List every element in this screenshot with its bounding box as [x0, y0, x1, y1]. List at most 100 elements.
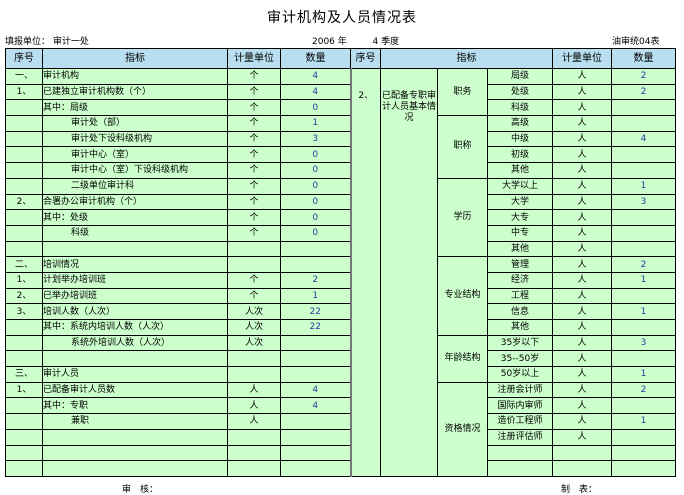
row-seq: [5, 444, 43, 462]
row-seq: [5, 350, 43, 368]
group-label: 年龄结构: [437, 334, 488, 383]
quarter: 4: [372, 37, 379, 47]
item-quantity: 2: [611, 256, 676, 273]
row-indicator: 已配备审计人员数: [42, 381, 228, 399]
item-quantity: [611, 460, 676, 477]
row-quantity: [280, 413, 351, 430]
row-quantity: 0: [280, 177, 351, 195]
row-quantity: 0: [280, 224, 351, 242]
table-row: 审计中心（室）下设科级机构个 0 其他人: [5, 162, 676, 179]
row-indicator: 二级单位审计科: [42, 177, 228, 195]
year-label: 年: [337, 37, 347, 47]
header-quantity-right: 数量: [611, 48, 676, 69]
item-unit: 人: [552, 413, 612, 430]
row-unit: 个: [227, 224, 281, 242]
row-quantity: [280, 428, 351, 446]
row-seq: 2、: [5, 193, 43, 211]
row-seq: 三、: [5, 366, 43, 383]
item-label: 注册评估师: [487, 428, 553, 446]
item-quantity: [611, 287, 676, 305]
row-seq: [5, 224, 43, 242]
item-unit: 人: [552, 130, 612, 148]
item-unit: 人: [552, 319, 612, 336]
row-seq: [5, 209, 43, 226]
row-seq: [5, 115, 43, 132]
item-unit: 人: [552, 240, 612, 258]
reporting-unit: 填报单位： 审计一处: [5, 34, 89, 47]
row-seq: [5, 397, 43, 415]
reporting-unit-label: 填报单位：: [5, 37, 51, 47]
item-label: 高级: [487, 115, 553, 132]
item-quantity: [611, 209, 676, 226]
header-unit: 计量单位: [227, 48, 281, 69]
table-row: 其中：系统内培训人数（人次） 人次 22 其他人: [5, 319, 676, 336]
item-label: 中级: [487, 130, 553, 148]
item-label: 工程: [487, 287, 553, 305]
item-quantity: 2: [611, 68, 676, 85]
row-indicator: 审计处下设科级机构: [42, 130, 228, 148]
row-indicator: 已建独立审计机构数（个）: [42, 83, 228, 101]
row-seq: 3、: [5, 303, 43, 320]
item-label: 大专: [487, 209, 553, 226]
row-seq: [5, 334, 43, 352]
row-unit: 个: [227, 287, 281, 305]
table-row: 其中：局级个 0 科级人: [5, 99, 676, 117]
item-quantity: 1: [611, 366, 676, 383]
row-quantity: 0: [280, 146, 351, 164]
item-label: 信息: [487, 303, 553, 320]
row-indicator: 科级: [42, 224, 228, 242]
right-indicator: 已配备专职审计人员基本情况: [380, 68, 438, 477]
row-seq: [5, 428, 43, 446]
table-row: 兼职人造价工程师人 1: [5, 413, 676, 430]
table-row: 1、 计划举办培训班个 2 经济人 1: [5, 271, 676, 289]
item-label: 局级: [487, 68, 553, 85]
item-unit: [552, 444, 612, 462]
row-quantity: 22: [280, 319, 351, 336]
row-seq: [5, 240, 43, 258]
row-quantity: 0: [280, 209, 351, 226]
row-indicator: 培训人数（人次）: [42, 303, 228, 320]
item-unit: [552, 460, 612, 477]
row-unit: 人次: [227, 303, 281, 320]
preparer-label: 制 表：: [561, 485, 598, 495]
form-code: 油审统04表: [612, 37, 660, 47]
row-indicator: 培训情况: [42, 256, 228, 273]
header-quantity: 数量: [280, 48, 351, 69]
item-unit: 人: [552, 68, 612, 85]
item-quantity: 1: [611, 413, 676, 430]
row-unit: 个: [227, 271, 281, 289]
row-indicator: 审计中心（室）下设科级机构: [42, 162, 228, 179]
row-unit: 个: [227, 83, 281, 101]
row-indicator: [42, 428, 228, 446]
row-unit: 个: [227, 177, 281, 195]
item-unit: 人: [552, 177, 612, 195]
group-label: 职务: [437, 67, 488, 117]
row-quantity: 4: [280, 381, 351, 399]
item-label: 50岁以上: [487, 366, 553, 383]
item-quantity: [611, 146, 676, 164]
item-unit: 人: [552, 428, 612, 446]
item-quantity: 2: [611, 381, 676, 399]
item-quantity: 1: [611, 303, 676, 320]
table-row: 3、 培训人数（人次） 人次 22 信息人 1: [5, 303, 676, 320]
row-quantity: 4: [280, 397, 351, 415]
row-seq: [5, 177, 43, 195]
row-indicator: [42, 240, 228, 258]
row-indicator: [42, 350, 228, 368]
header-unit-right: 计量单位: [552, 48, 612, 69]
item-label: 初级: [487, 146, 553, 164]
table-row: 审计中心（室）个 0 初级人: [5, 146, 676, 164]
item-label: [487, 460, 553, 477]
row-quantity: [280, 256, 351, 273]
item-label: 管理: [487, 256, 553, 273]
item-unit: 人: [552, 303, 612, 320]
row-unit: [227, 240, 281, 258]
item-quantity: 1: [611, 177, 676, 195]
item-quantity: [611, 428, 676, 446]
item-quantity: [611, 224, 676, 242]
table-row: [5, 444, 676, 462]
quarter-label: 季度: [381, 37, 400, 47]
row-unit: 个: [227, 115, 281, 132]
row-quantity: [280, 334, 351, 352]
row-quantity: 3: [280, 130, 351, 148]
